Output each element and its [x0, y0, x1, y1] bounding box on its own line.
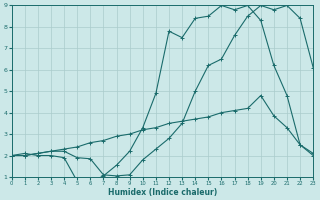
X-axis label: Humidex (Indice chaleur): Humidex (Indice chaleur) — [108, 188, 217, 197]
